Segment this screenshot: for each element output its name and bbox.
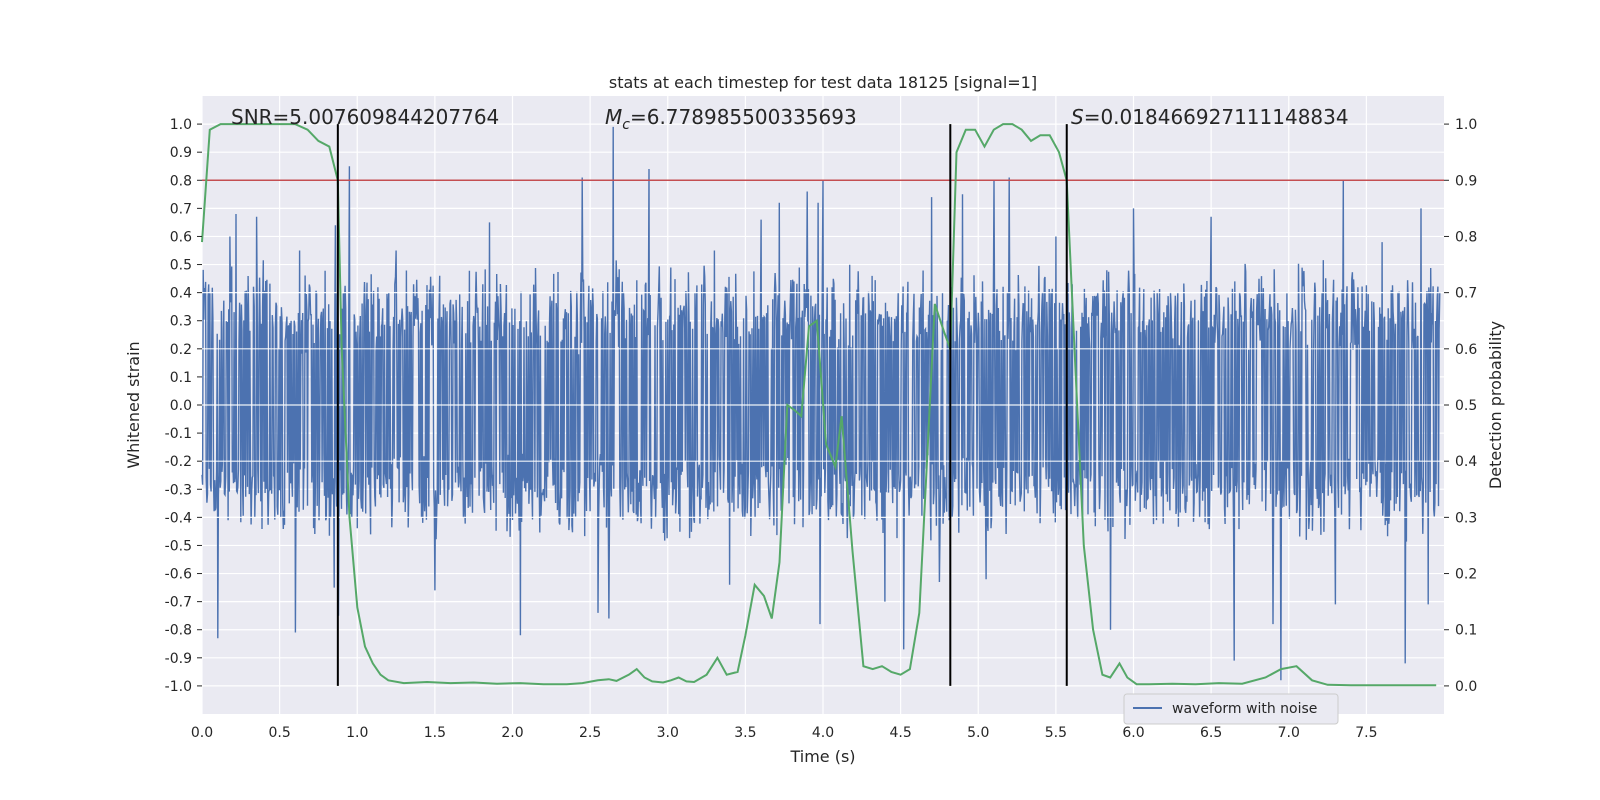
y-tick-label: 0.7 bbox=[170, 201, 192, 217]
x-tick-label: 4.0 bbox=[812, 725, 834, 741]
legend-box bbox=[1123, 693, 1339, 725]
y-tick-label: 0.1 bbox=[170, 370, 192, 386]
y-tick-label: -0.7 bbox=[165, 595, 192, 611]
y2-tick-label: 0.4 bbox=[1455, 454, 1477, 470]
x-tick-label: 7.0 bbox=[1278, 725, 1300, 741]
x-tick-label: 5.0 bbox=[967, 725, 989, 741]
x-tick-label: 1.5 bbox=[424, 725, 446, 741]
waveform-line bbox=[201, 126, 1441, 681]
x-tick-label: 4.5 bbox=[889, 725, 911, 741]
y2-tick-label: 0.2 bbox=[1455, 567, 1477, 583]
probability-line bbox=[201, 123, 1437, 687]
s-annotation: S=0.018466927111148834 bbox=[1071, 105, 1349, 129]
y-tick-label: 0.6 bbox=[170, 229, 192, 245]
y-tick-label: -0.8 bbox=[165, 623, 192, 639]
y-ticks: 1.0 0.9 0.8 0.7 0.6 0.5 0.4 0.3 0.2 0.1 0.0 -0.1 -0.… bbox=[165, 117, 202, 695]
s-symbol: S bbox=[1071, 105, 1084, 129]
y2-ticks: 1.0 0.9 0.8 0.7 0.6 0.5 0.4 0.3 0.2 0.1 0.0 bbox=[1444, 117, 1477, 695]
y-tick-label: 1.0 bbox=[170, 117, 192, 133]
mc-value: =6.778985500335693 bbox=[630, 105, 857, 129]
mc-subscript: c bbox=[622, 117, 630, 133]
y-tick-label: -0.5 bbox=[165, 538, 192, 554]
y2-tick-label: 1.0 bbox=[1455, 117, 1477, 133]
y-tick-label: 0.0 bbox=[170, 398, 192, 414]
x-ticks: 0.0 0.5 1.0 1.5 2.0 2.5 3.0 3.5 4.0 4.5 5.0 5.5 6.0 6… bbox=[191, 725, 1378, 741]
x-tick-label: 3.5 bbox=[734, 725, 756, 741]
y-tick-label: 0.9 bbox=[170, 145, 192, 161]
y-tick-label: 0.8 bbox=[170, 173, 192, 189]
x-tick-label: 0.0 bbox=[191, 725, 213, 741]
vertical-markers bbox=[336, 124, 1068, 686]
snr-annotation: SNR=5.007609844207764 bbox=[231, 105, 499, 129]
x-tick-label: 6.0 bbox=[1122, 725, 1144, 741]
y-tick-label: -0.2 bbox=[165, 454, 192, 470]
y2-axis-label: Detection probability bbox=[1486, 321, 1505, 489]
x-tick-label: 3.0 bbox=[657, 725, 679, 741]
y-tick-label: -0.3 bbox=[165, 482, 192, 498]
x-tick-label: 1.0 bbox=[346, 725, 368, 741]
legend: waveform with noise bbox=[1123, 693, 1339, 725]
y-axis-label: Whitened strain bbox=[124, 341, 143, 468]
x-axis-label: Time (s) bbox=[789, 747, 855, 766]
y-tick-label: -0.4 bbox=[165, 510, 192, 526]
y2-tick-label: 0.1 bbox=[1455, 623, 1477, 639]
y2-tick-label: 0.5 bbox=[1455, 398, 1477, 414]
x-tick-label: 2.0 bbox=[501, 725, 523, 741]
x-tick-label: 6.5 bbox=[1200, 725, 1222, 741]
x-tick-label: 0.5 bbox=[268, 725, 290, 741]
y2-tick-label: 0.0 bbox=[1455, 679, 1477, 695]
x-tick-label: 7.5 bbox=[1355, 725, 1377, 741]
y-tick-label: -0.1 bbox=[165, 426, 192, 442]
mc-annotation: Mc=6.778985500335693 bbox=[605, 105, 857, 133]
legend-label: waveform with noise bbox=[1172, 701, 1317, 717]
waveform-series bbox=[201, 126, 1444, 681]
y2-tick-label: 0.6 bbox=[1455, 342, 1477, 358]
s-value: =0.018466927111148834 bbox=[1084, 105, 1349, 129]
y2-tick-label: 0.8 bbox=[1455, 229, 1477, 245]
probability-series bbox=[201, 123, 1437, 687]
x-tick-label: 2.5 bbox=[579, 725, 601, 741]
y-tick-label: -0.9 bbox=[165, 651, 192, 667]
y-tick-label: -1.0 bbox=[165, 679, 192, 695]
mc-symbol: M bbox=[605, 105, 622, 129]
y2-tick-label: 0.3 bbox=[1455, 510, 1477, 526]
chart-title: stats at each timestep for test data 181… bbox=[609, 73, 1037, 92]
y2-tick-label: 0.9 bbox=[1455, 173, 1477, 189]
y-tick-label: 0.4 bbox=[170, 286, 192, 302]
y-tick-label: -0.6 bbox=[165, 567, 192, 583]
y-tick-label: 0.5 bbox=[170, 258, 192, 274]
y-tick-label: 0.2 bbox=[170, 342, 192, 358]
y2-tick-label: 0.7 bbox=[1455, 286, 1477, 302]
y-tick-label: 0.3 bbox=[170, 314, 192, 330]
x-tick-label: 5.5 bbox=[1045, 725, 1067, 741]
